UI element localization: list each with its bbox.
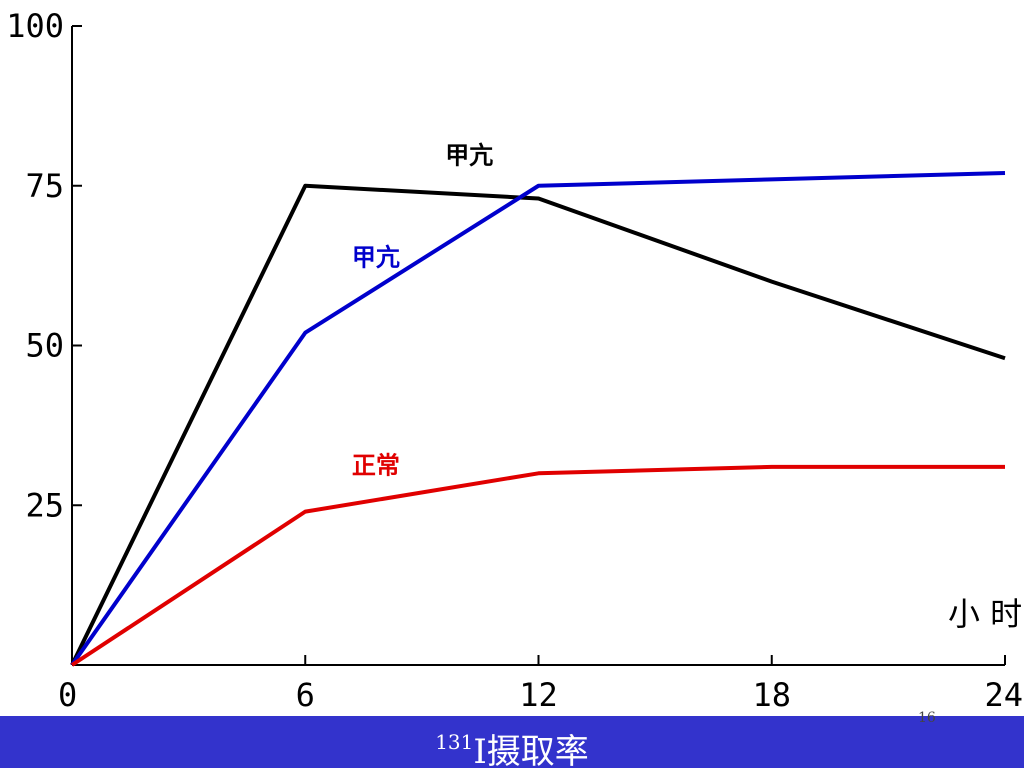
x-tick-label: 6 <box>296 676 315 714</box>
axes <box>71 26 1005 666</box>
series-line-2 <box>70 170 1006 667</box>
series-line-1 <box>70 183 1006 666</box>
x-axis-label: 小 时 <box>948 595 1022 633</box>
footer-bar: 131I摄取率 16 <box>0 710 1024 772</box>
slide-title: 131I摄取率 <box>0 716 1024 772</box>
series-label-1: 甲亢 <box>445 140 493 169</box>
title-superscript: 131 <box>435 730 474 754</box>
x-tick-label: 0 <box>58 676 77 714</box>
ticks: 0 6 12 18 24 25 50 75 100 <box>6 7 1023 714</box>
series-label-3: 正常 <box>352 450 400 479</box>
x-tick-label: 24 <box>984 676 1023 714</box>
y-tick-label: 100 <box>6 7 64 45</box>
y-tick-label: 25 <box>25 486 64 524</box>
page-number: 16 <box>918 710 936 726</box>
y-tick-label: 75 <box>25 167 64 205</box>
y-tick-label: 50 <box>25 327 64 365</box>
series-line-3 <box>70 464 1005 667</box>
x-tick-label: 12 <box>519 676 558 714</box>
x-tick-label: 18 <box>752 676 791 714</box>
series-label-2: 甲亢 <box>352 243 400 272</box>
title-text: I摄取率 <box>473 732 589 772</box>
series-lines <box>70 170 1006 667</box>
